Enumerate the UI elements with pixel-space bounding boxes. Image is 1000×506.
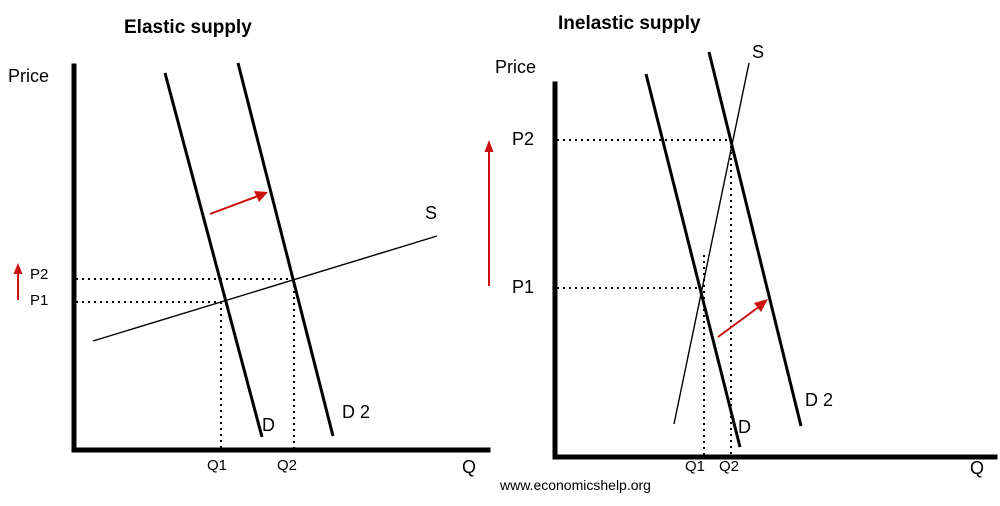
inelastic-supply-panel: Inelastic supply Price Q S D D 2 P: [484, 13, 998, 478]
p2-label: P2: [30, 266, 48, 283]
demand-curve-shifted: [707, 51, 803, 427]
panel-title: Inelastic supply: [558, 13, 701, 34]
q2-label: Q2: [719, 458, 739, 475]
demand-shift-arrow: [209, 191, 268, 215]
q1-label: Q1: [207, 457, 227, 474]
panel-title: Elastic supply: [124, 17, 252, 38]
p1-label: P1: [30, 292, 48, 309]
source-url: www.economicshelp.org: [499, 477, 651, 493]
demand-label: D: [738, 417, 751, 437]
x-axis-label: Q: [462, 457, 476, 477]
y-axis-label: Price: [8, 66, 49, 86]
x-axis-label: Q: [970, 458, 984, 478]
supply-curve: [92, 235, 438, 342]
demand-curve-shifted: [236, 62, 335, 437]
p1-label: P1: [512, 277, 534, 297]
demand2-label: D 2: [342, 402, 370, 422]
demand2-label: D 2: [805, 390, 833, 410]
price-rise-arrow: [484, 140, 494, 286]
demand-curve: [644, 73, 742, 448]
demand-label: D: [262, 415, 275, 435]
supply-label: S: [425, 203, 437, 223]
supply-curve: [673, 62, 750, 425]
q1-label: Q1: [685, 458, 705, 475]
p2-label: P2: [512, 129, 534, 149]
q2-label: Q2: [277, 457, 297, 474]
elastic-supply-panel: Elastic supply Price Q S D D 2 P2: [8, 17, 491, 477]
demand-shift-arrow: [717, 299, 768, 338]
y-axis-label: Price: [495, 57, 536, 77]
supply-label: S: [752, 42, 764, 62]
price-rise-arrow: [13, 263, 23, 300]
demand-curve: [163, 72, 264, 438]
